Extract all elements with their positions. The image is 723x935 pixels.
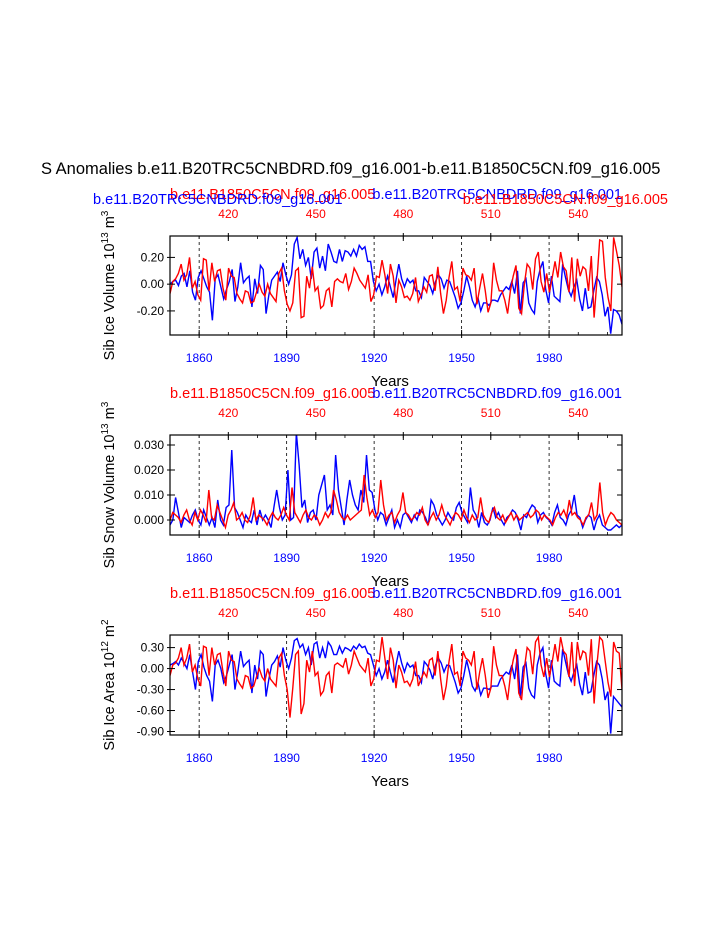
top-left-experiment-label: b.e11.B1850C5CN.f09_g16.005 <box>170 586 375 602</box>
y-tick-label: 0.030 <box>134 438 164 452</box>
y-axis-label-unit-exponent: 3 <box>100 210 111 216</box>
bottom-tick-label: 1860 <box>186 551 213 565</box>
y-axis-label-unit-exponent: 2 <box>100 619 111 625</box>
bottom-tick-label: 1890 <box>273 351 300 365</box>
top-tick-label: 420 <box>218 207 238 221</box>
plot-frame <box>169 235 623 336</box>
top-left-experiment-label: b.e11.B1850C5CN.f09_g16.005 <box>170 386 375 402</box>
series-line-blue <box>170 236 622 334</box>
y-axis-label-unit: m <box>102 625 118 641</box>
bottom-tick-label: 1890 <box>273 751 300 765</box>
y-axis-label-unit: m <box>102 216 118 232</box>
x-axis-label: Years <box>371 573 409 590</box>
series-line-blue <box>170 435 622 531</box>
top-tick-label: 420 <box>218 606 238 620</box>
top-tick-label: 450 <box>306 207 326 221</box>
top-tick-label: 450 <box>306 606 326 620</box>
y-tick-label: 0.20 <box>141 250 165 264</box>
bottom-tick-label: 1920 <box>361 351 388 365</box>
top-tick-label: 420 <box>218 406 238 420</box>
y-axis-label-text: Sib Ice Area 10 <box>102 652 118 750</box>
bottom-tick-label: 1980 <box>536 751 563 765</box>
top-tick-label: 540 <box>568 207 588 221</box>
top-right-experiment-label: b.e11.B20TRC5CNBDRD.f09_g16.001 <box>372 386 622 402</box>
series-line-red <box>170 635 622 718</box>
series-line-blue <box>170 637 622 734</box>
y-axis-label-exponent: 13 <box>100 423 111 435</box>
y-tick-label: 0.00 <box>141 662 165 676</box>
top-tick-label: 540 <box>568 406 588 420</box>
y-axis-label: Sib Ice Volume 1013 m3 <box>100 210 118 360</box>
y-axis-label-text: Sib Ice Volume 10 <box>102 243 118 360</box>
overlay-label-red: b.e11.B1850C5CN.f09_g16.005 <box>463 192 668 208</box>
top-left-experiment-label: b.e11.B1850C5CN.f09_g16.005 <box>170 187 375 203</box>
top-tick-label: 480 <box>393 207 413 221</box>
y-tick-label: -0.60 <box>137 704 165 718</box>
overlay-label-blue: b.e11.B20TRC5CNBDRD.f09_g16.001 <box>93 192 343 208</box>
top-tick-label: 510 <box>481 406 501 420</box>
panel-3: b.e11.B1850C5CN.f09_g16.005b.e11.B20TRC5… <box>100 586 623 790</box>
bottom-tick-label: 1980 <box>536 351 563 365</box>
bottom-tick-label: 1860 <box>186 751 213 765</box>
bottom-tick-label: 1950 <box>448 551 475 565</box>
y-tick-label: -0.90 <box>137 725 165 739</box>
series-line-red <box>170 237 622 319</box>
y-tick-label: 0.020 <box>134 463 164 477</box>
y-axis-label-text: Sib Snow Volume 10 <box>102 434 118 568</box>
bottom-tick-label: 1950 <box>448 351 475 365</box>
plot-frame <box>169 634 623 736</box>
bottom-tick-label: 1920 <box>361 751 388 765</box>
bottom-tick-label: 1890 <box>273 551 300 565</box>
top-tick-label: 510 <box>481 606 501 620</box>
top-tick-label: 480 <box>393 406 413 420</box>
y-tick-label: -0.30 <box>137 683 165 697</box>
x-axis-label: Years <box>371 773 409 790</box>
panel-1: b.e11.B1850C5CN.f09_g16.005b.e11.B20TRC5… <box>93 187 668 390</box>
bottom-tick-label: 1920 <box>361 551 388 565</box>
top-tick-label: 450 <box>306 406 326 420</box>
y-tick-label: 0.30 <box>141 641 165 655</box>
x-axis-label: Years <box>371 373 409 390</box>
y-tick-label: -0.20 <box>137 304 165 318</box>
main-title: S Anomalies b.e11.B20TRC5CNBDRD.f09_g16.… <box>41 160 660 178</box>
bottom-tick-label: 1950 <box>448 751 475 765</box>
panel-2: b.e11.B1850C5CN.f09_g16.005b.e11.B20TRC5… <box>100 386 623 590</box>
y-tick-label: 0.00 <box>141 277 165 291</box>
y-axis-label-exponent: 12 <box>100 641 111 653</box>
y-axis-label: Sib Ice Area 1012 m2 <box>100 619 118 751</box>
top-tick-label: 510 <box>481 207 501 221</box>
panels: b.e11.B1850C5CN.f09_g16.005b.e11.B20TRC5… <box>93 187 668 790</box>
top-tick-label: 480 <box>393 606 413 620</box>
y-axis-label-exponent: 13 <box>100 232 111 244</box>
y-axis-label: Sib Snow Volume 1013 m3 <box>100 401 118 568</box>
top-right-experiment-label: b.e11.B20TRC5CNBDRD.f09_g16.001 <box>372 187 622 203</box>
y-tick-label: 0.010 <box>134 488 164 502</box>
plot-frame <box>169 434 623 536</box>
y-axis-label-unit: m <box>102 407 118 423</box>
top-right-experiment-label: b.e11.B20TRC5CNBDRD.f09_g16.001 <box>372 586 622 602</box>
bottom-tick-label: 1980 <box>536 551 563 565</box>
bottom-tick-label: 1860 <box>186 351 213 365</box>
y-tick-label: 0.000 <box>134 513 164 527</box>
series-line-red <box>170 474 622 530</box>
y-axis-label-unit-exponent: 3 <box>100 401 111 407</box>
top-tick-label: 540 <box>568 606 588 620</box>
